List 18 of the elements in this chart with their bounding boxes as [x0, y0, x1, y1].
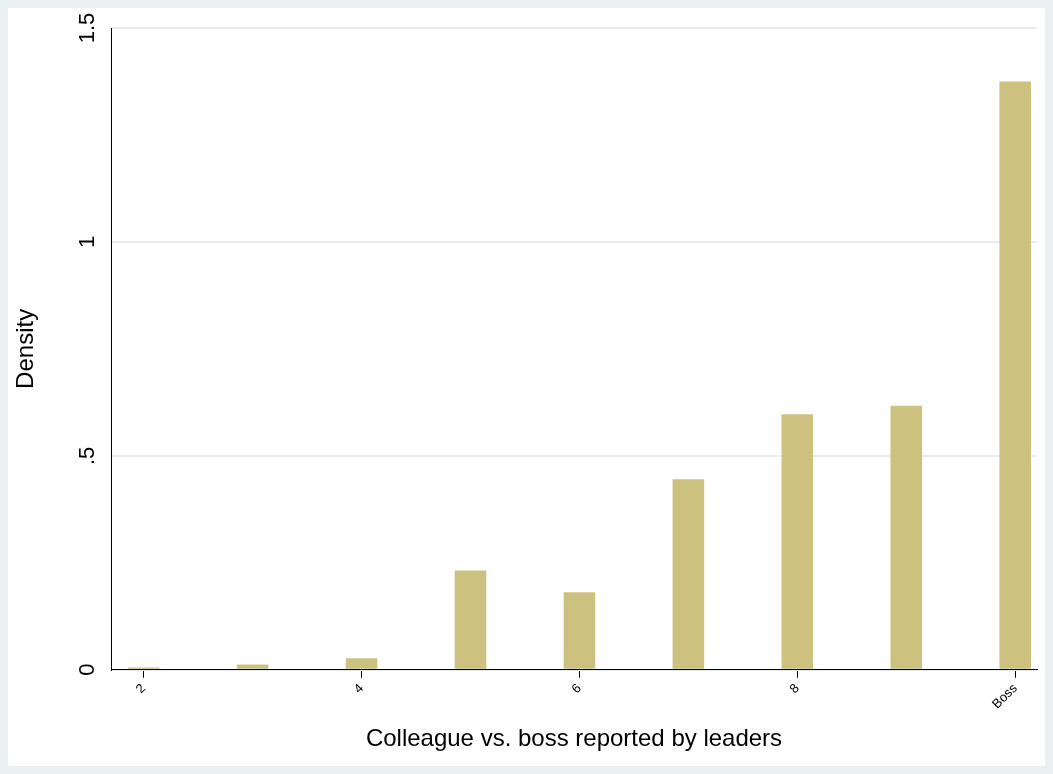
y-tick-label: 1 — [74, 235, 100, 249]
y-tick-label: 1.5 — [74, 12, 100, 44]
bar — [999, 81, 1032, 669]
bar — [454, 570, 487, 669]
x-tick-label: 8 — [786, 680, 802, 697]
bar — [563, 592, 596, 669]
bar — [781, 414, 814, 669]
bar — [672, 479, 705, 669]
bar — [890, 405, 923, 669]
x-tick-label: 2 — [132, 680, 149, 697]
y-axis-title: Density — [11, 308, 39, 389]
y-tick-label: .5 — [74, 446, 100, 465]
bar — [236, 664, 269, 669]
y-tick-label: 0 — [74, 663, 100, 676]
x-tick-label: 4 — [350, 680, 367, 697]
x-axis-title: Colleague vs. boss reported by leaders — [365, 724, 783, 752]
x-tick-label: 6 — [568, 680, 585, 697]
bar — [345, 658, 378, 669]
